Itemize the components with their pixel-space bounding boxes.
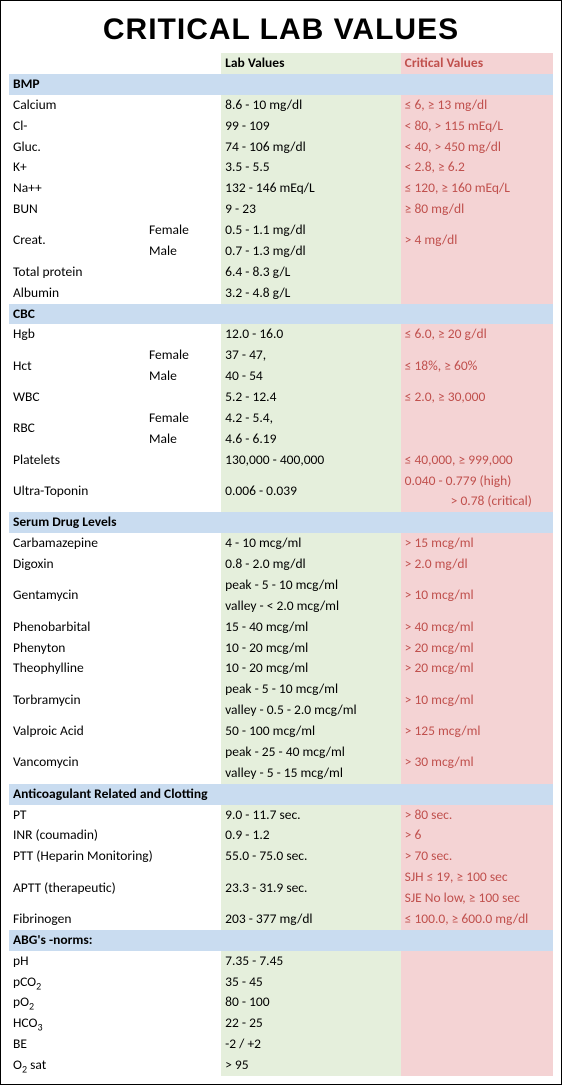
lab-values-table: Lab Values Critical Values BMP Calcium8.…: [9, 53, 553, 1076]
section-cbc: CBC: [9, 304, 553, 325]
section-coag: Anticoagulant Related and Clotting: [9, 784, 553, 805]
table-row: Hct Female 37 - 47, ≤ 18%, ≥ 60%: [9, 345, 553, 366]
table-row: BE-2 / +2: [9, 1034, 553, 1055]
table-row: Digoxin0.8 - 2.0 mg/dl> 2.0 mg/dl: [9, 554, 553, 575]
table-row: Valproic Acid50 - 100 mcg/ml> 125 mcg/ml: [9, 721, 553, 742]
table-row: Calcium8.6 - 10 mg/dl≤ 6, ≥ 13 mg/dl: [9, 95, 553, 116]
section-bmp: BMP: [9, 74, 553, 95]
table-row: PTT (Heparin Monitoring)55.0 - 75.0 sec.…: [9, 846, 553, 867]
table-row: Torbramycin peak - 5 - 10 mcg/ml > 10 mc…: [9, 679, 553, 700]
table-row: RBC Female 4.2 - 5.4,: [9, 408, 553, 429]
table-row: K+3.5 - 5.5< 2.8, ≥ 6.2: [9, 157, 553, 178]
section-abg: ABG's -norms:: [9, 930, 553, 951]
table-row: Phenobarbital15 - 40 mcg/ml> 40 mcg/ml: [9, 617, 553, 638]
table-row: pCO235 - 45: [9, 972, 553, 993]
table-row: Hgb12.0 - 16.0≤ 6.0, ≥ 20 g/dl: [9, 324, 553, 345]
table-row: WBC5.2 - 12.4≤ 2.0, ≥ 30,000: [9, 387, 553, 408]
table-row: pH7.35 - 7.45: [9, 951, 553, 972]
table-row: Gentamycin peak - 5 - 10 mcg/ml > 10 mcg…: [9, 575, 553, 596]
table-row: Total protein6.4 - 8.3 g/L: [9, 262, 553, 283]
lab-values-card: CRITICAL LAB VALUES Lab Values Critical …: [0, 0, 562, 1085]
table-row: INR (coumadin)0.9 - 1.2> 6: [9, 825, 553, 846]
table-row: Fibrinogen203 - 377 mg/dl≤ 100.0, ≥ 600.…: [9, 909, 553, 930]
table-row: Carbamazepine4 - 10 mcg/ml> 15 mcg/ml: [9, 533, 553, 554]
page-title: CRITICAL LAB VALUES: [9, 13, 553, 47]
table-row: APTT (therapeutic) 23.3 - 31.9 sec. SJH …: [9, 867, 553, 888]
table-row: O2 sat> 95: [9, 1055, 553, 1076]
table-row: Gluc.74 - 106 mg/dl< 40, > 450 mg/dl: [9, 137, 553, 158]
table-row: PT9.0 - 11.7 sec.> 80 sec.: [9, 805, 553, 826]
table-row: Cl-99 - 109< 80, > 115 mEq/L: [9, 116, 553, 137]
table-row: Platelets130,000 - 400,000≤ 40,000, ≥ 99…: [9, 450, 553, 471]
table-row: Ultra-Toponin 0.006 - 0.039 0.040 - 0.77…: [9, 471, 553, 492]
table-row: Phenyton10 - 20 mcg/ml> 20 mcg/ml: [9, 638, 553, 659]
header-critical-values: Critical Values: [401, 53, 553, 74]
table-row: Theophylline10 - 20 mcg/ml> 20 mcg/ml: [9, 658, 553, 679]
table-row: BUN9 - 23≥ 80 mg/dl: [9, 199, 553, 220]
table-header-row: Lab Values Critical Values: [9, 53, 553, 74]
table-row: Na++132 - 146 mEq/L≤ 120, ≥ 160 mEq/L: [9, 178, 553, 199]
header-lab-values: Lab Values: [221, 53, 401, 74]
table-row: Albumin3.2 - 4.8 g/L: [9, 283, 553, 304]
table-row: pO280 - 100: [9, 992, 553, 1013]
section-drug: Serum Drug Levels: [9, 512, 553, 533]
table-row: Vancomycin peak - 25 - 40 mcg/ml > 30 mc…: [9, 742, 553, 763]
table-row: Creat. Female 0.5 - 1.1 mg/dl > 4 mg/dl: [9, 220, 553, 241]
